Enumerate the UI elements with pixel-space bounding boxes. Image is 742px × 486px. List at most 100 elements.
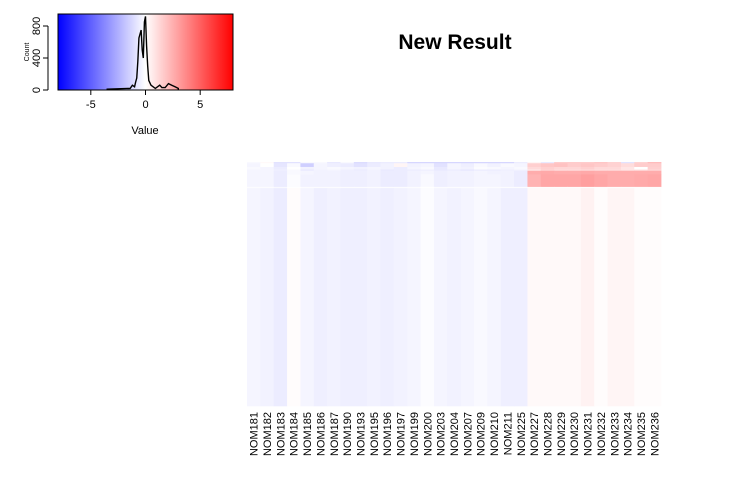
key-histogram bbox=[106, 16, 180, 90]
heatmap-cell bbox=[540, 186, 555, 189]
heatmap-cell bbox=[447, 186, 462, 189]
heatmap-cell bbox=[474, 170, 488, 175]
column-label: NOM233 bbox=[609, 412, 621, 456]
heatmap-cell bbox=[487, 188, 502, 407]
heatmap-cell bbox=[260, 163, 275, 168]
heatmap-cell bbox=[407, 162, 422, 164]
column-label: NOM181 bbox=[249, 412, 261, 456]
heatmap-cell bbox=[407, 163, 422, 168]
heatmap-cell bbox=[287, 174, 301, 188]
column-label: NOM230 bbox=[569, 412, 581, 456]
column-label: NOM210 bbox=[489, 412, 501, 456]
heatmap-cell bbox=[327, 162, 341, 164]
heatmap-cell bbox=[433, 188, 448, 407]
key-x-label: Value bbox=[131, 125, 158, 137]
heatmap-cell bbox=[300, 162, 315, 164]
heatmap-cell bbox=[287, 186, 301, 189]
chart-title: New Result bbox=[398, 31, 511, 54]
heatmap-cell bbox=[580, 166, 595, 170]
heatmap-cell bbox=[300, 166, 315, 170]
heatmap-cell bbox=[580, 169, 595, 172]
column-label: NOM207 bbox=[462, 412, 474, 456]
heatmap-cell bbox=[634, 186, 649, 189]
heatmap-cell bbox=[340, 166, 355, 170]
heatmap-cell bbox=[393, 174, 408, 188]
heatmap-cell bbox=[353, 169, 368, 172]
heatmap-cell bbox=[580, 174, 595, 188]
heatmap-cell bbox=[460, 188, 475, 407]
heatmap-cell bbox=[380, 163, 395, 168]
heatmap-cell bbox=[554, 163, 568, 168]
heatmap-cell bbox=[247, 166, 261, 170]
column-label: NOM234 bbox=[623, 412, 635, 456]
key-y-axis: 0 400 800 bbox=[31, 17, 49, 93]
heatmap-cell bbox=[340, 174, 355, 188]
heatmap-cell bbox=[300, 163, 315, 168]
heatmap-cell bbox=[447, 169, 462, 172]
heatmap-cell bbox=[367, 174, 381, 188]
heatmap-cell bbox=[594, 169, 608, 172]
heatmap-cell bbox=[474, 162, 488, 164]
heatmap-cell bbox=[594, 174, 608, 188]
heatmap-cell bbox=[527, 169, 542, 172]
heatmap-cell bbox=[567, 174, 582, 188]
heatmap-cell bbox=[393, 186, 408, 189]
column-label: NOM225 bbox=[516, 412, 528, 456]
heatmap-cell bbox=[647, 174, 662, 188]
heatmap-cell bbox=[580, 163, 595, 168]
heatmap-cell bbox=[273, 188, 288, 407]
heatmap-cell bbox=[313, 163, 328, 168]
heatmap-cell bbox=[407, 169, 422, 172]
heatmap-cell bbox=[407, 174, 422, 188]
heatmap-cell bbox=[327, 169, 341, 172]
heatmap-cell bbox=[420, 170, 435, 175]
heatmap-cell bbox=[620, 186, 635, 189]
heatmap-cell bbox=[447, 163, 462, 168]
heatmap-cell bbox=[514, 186, 528, 189]
heatmap-cell bbox=[554, 188, 568, 407]
heatmap-cell bbox=[540, 188, 555, 407]
heatmap-cell bbox=[607, 169, 622, 172]
heatmap-cell bbox=[340, 163, 355, 168]
heatmap-cell bbox=[474, 186, 488, 189]
heatmap-cell bbox=[260, 166, 275, 170]
color-key: -5 0 5 0 400 800 Value Count bbox=[24, 13, 234, 137]
heatmap-cell bbox=[393, 163, 408, 168]
heatmap-cell bbox=[353, 188, 368, 407]
heatmap-cell bbox=[433, 170, 448, 175]
heatmap-cell bbox=[500, 188, 515, 407]
heatmap bbox=[247, 162, 662, 407]
heatmap-cell bbox=[634, 188, 649, 407]
heatmap-cell bbox=[353, 174, 368, 188]
heatmap-cell bbox=[260, 169, 275, 172]
column-label: NOM195 bbox=[369, 412, 381, 456]
heatmap-cell bbox=[313, 169, 328, 172]
heatmap-cell bbox=[500, 186, 515, 189]
heatmap-cell bbox=[527, 163, 542, 168]
heatmap-cell bbox=[554, 162, 568, 164]
heatmap-cell bbox=[500, 166, 515, 170]
heatmap-cell bbox=[500, 169, 515, 172]
heatmap-cell bbox=[580, 188, 595, 407]
heatmap-cell bbox=[340, 170, 355, 175]
heatmap-cell bbox=[460, 170, 475, 175]
heatmap-cell bbox=[607, 162, 622, 164]
heatmap-cell bbox=[620, 174, 635, 188]
heatmap-cell bbox=[247, 170, 261, 175]
heatmap-cell bbox=[380, 162, 395, 164]
column-label: NOM197 bbox=[396, 412, 408, 456]
heatmap-cell bbox=[594, 186, 608, 189]
column-label: NOM235 bbox=[636, 412, 648, 456]
heatmap-cell bbox=[607, 166, 622, 170]
heatmap-cell bbox=[340, 186, 355, 189]
heatmap-cell bbox=[340, 188, 355, 407]
heatmap-cell bbox=[487, 170, 502, 175]
heatmap-cell bbox=[567, 166, 582, 170]
heatmap-cell bbox=[487, 169, 502, 172]
heatmap-cell bbox=[380, 188, 395, 407]
heatmap-cell bbox=[594, 166, 608, 170]
heatmap-cell bbox=[353, 186, 368, 189]
column-label: NOM187 bbox=[329, 412, 341, 456]
heatmap-cell bbox=[634, 174, 649, 188]
heatmap-cell bbox=[367, 163, 381, 168]
